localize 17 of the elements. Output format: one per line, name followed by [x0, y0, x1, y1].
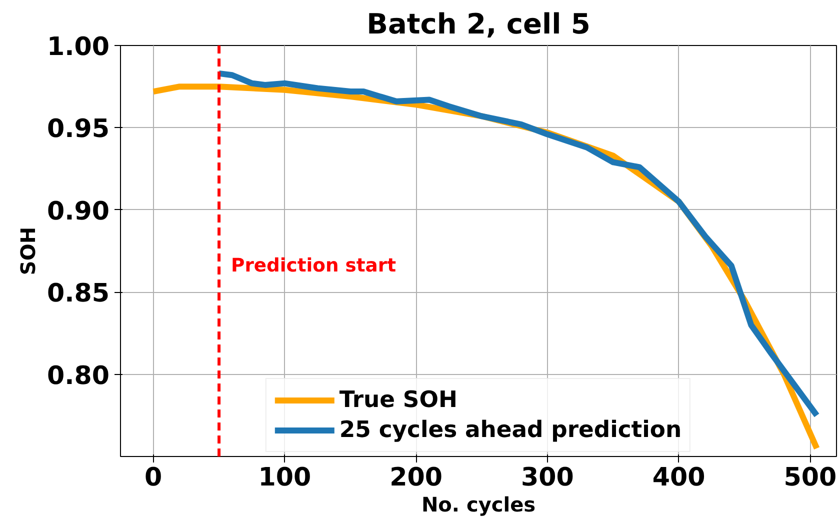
legend-label: 25 cycles ahead prediction — [339, 417, 682, 443]
x-tick-label: 100 — [258, 462, 312, 492]
y-tick-label: 0.95 — [47, 113, 110, 144]
x-tick-label: 400 — [652, 462, 706, 492]
x-tick-label: 0 — [144, 462, 162, 492]
y-tick-label: 1.00 — [47, 31, 110, 61]
y-tick-label: 0.85 — [47, 278, 110, 308]
x-axis-title: No. cycles — [421, 492, 536, 516]
legend-label: True SOH — [339, 387, 458, 413]
x-tick-label: 300 — [521, 462, 574, 492]
x-tick-label: 200 — [390, 462, 443, 492]
y-axis-title: SOH — [16, 226, 40, 276]
x-tick-label: 500 — [784, 462, 837, 492]
annotation: Prediction start — [231, 256, 396, 276]
chart-title: Batch 2, cell 5 — [366, 8, 590, 40]
y-tick-label: 0.90 — [47, 195, 110, 226]
y-tick-label: 0.80 — [47, 360, 110, 390]
